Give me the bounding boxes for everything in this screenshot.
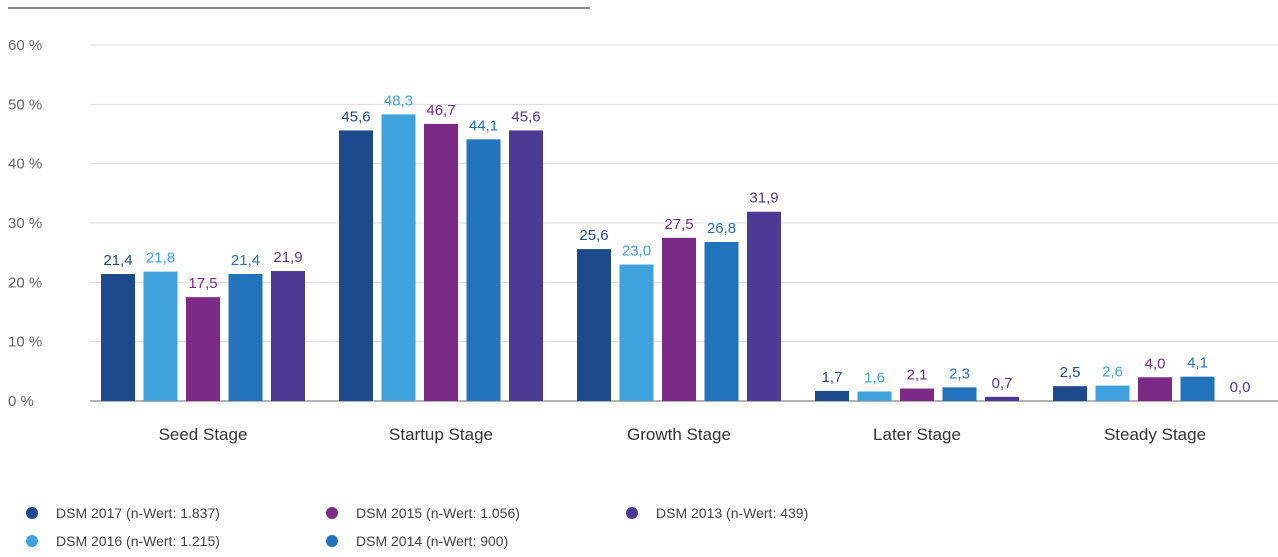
bar xyxy=(747,211,781,401)
bar xyxy=(228,274,263,401)
data-label: 1,6 xyxy=(864,370,885,387)
data-label: 45,6 xyxy=(341,108,370,125)
bar xyxy=(424,123,458,401)
y-tick-label: 50 % xyxy=(8,96,42,113)
data-label: 4,0 xyxy=(1145,355,1166,372)
legend-item-dsm-2014: DSM 2014 (n-Wert: 900) xyxy=(326,533,508,549)
x-tick-label: Startup Stage xyxy=(389,425,493,444)
y-tick-label: 60 % xyxy=(8,37,42,54)
value-labels: 21,4 21,8 17,5 21,4 21,9 45,6 48,3 46,7 44,1 45,6… xyxy=(103,92,1250,396)
bar xyxy=(985,396,1019,401)
data-label: 17,5 xyxy=(188,275,217,292)
data-label: 2,6 xyxy=(1102,364,1123,381)
bars xyxy=(101,114,1215,402)
y-tick-label: 30 % xyxy=(8,215,42,232)
data-label: 2,1 xyxy=(907,367,928,384)
data-label: 26,8 xyxy=(707,220,736,237)
data-label: 0,0 xyxy=(1230,379,1251,396)
x-axis-ticks: Seed Stage Startup Stage Growth Stage Later… xyxy=(159,425,1206,444)
data-label: 21,8 xyxy=(146,250,175,267)
bar xyxy=(942,387,977,401)
data-label: 48,3 xyxy=(384,92,413,109)
bar xyxy=(381,114,416,402)
bar xyxy=(704,241,739,401)
bar xyxy=(1053,386,1087,401)
bar xyxy=(900,388,934,401)
bar xyxy=(339,130,373,401)
bar xyxy=(577,249,611,401)
y-tick-label: 0 % xyxy=(8,393,34,410)
legend-item-dsm-2013: DSM 2013 (n-Wert: 439) xyxy=(626,505,808,521)
legend-item-dsm-2016: DSM 2016 (n-Wert: 1.215) xyxy=(26,533,220,549)
legend-dot-icon xyxy=(626,507,638,519)
data-label: 0,7 xyxy=(992,375,1013,392)
x-tick-label: Growth Stage xyxy=(627,425,731,444)
bar-chart: 0 % 10 % 20 % 30 % 40 % 50 % 60 % 21,4 21,8 17,5… xyxy=(8,7,1278,444)
legend-dot-icon xyxy=(326,507,338,519)
bar xyxy=(815,390,849,401)
legend-label: DSM 2014 (n-Wert: 900) xyxy=(356,533,509,549)
x-tick-label: Seed Stage xyxy=(159,425,248,444)
x-tick-label: Later Stage xyxy=(873,425,961,444)
data-label: 21,4 xyxy=(231,252,260,269)
bar xyxy=(1138,377,1172,401)
data-label: 21,4 xyxy=(103,252,132,269)
y-tick-label: 20 % xyxy=(8,274,42,291)
legend-label: DSM 2015 (n-Wert: 1.056) xyxy=(356,505,520,521)
legend-item-dsm-2015: DSM 2015 (n-Wert: 1.056) xyxy=(326,505,520,521)
bar xyxy=(1180,376,1215,401)
data-label: 31,9 xyxy=(749,190,778,207)
bar xyxy=(619,264,654,401)
bar xyxy=(271,271,305,401)
bar xyxy=(466,139,501,401)
data-label: 2,5 xyxy=(1060,364,1081,381)
y-tick-label: 10 % xyxy=(8,334,42,351)
legend-dot-icon xyxy=(26,507,38,519)
legend-label: DSM 2017 (n-Wert: 1.837) xyxy=(56,505,220,521)
data-label: 46,7 xyxy=(426,102,455,119)
bar xyxy=(1095,385,1130,401)
bar xyxy=(101,274,135,401)
bar xyxy=(509,130,543,401)
data-label: 27,5 xyxy=(664,216,693,233)
data-label: 23,0 xyxy=(622,243,651,260)
legend-item-dsm-2017: DSM 2017 (n-Wert: 1.837) xyxy=(26,505,220,521)
y-axis-ticks: 0 % 10 % 20 % 30 % 40 % 50 % 60 % xyxy=(8,37,42,410)
legend-dot-icon xyxy=(326,535,338,547)
data-label: 44,1 xyxy=(469,117,498,134)
data-label: 4,1 xyxy=(1187,355,1208,372)
bar xyxy=(143,271,178,401)
legend-dot-icon xyxy=(26,535,38,547)
bar xyxy=(662,237,696,401)
legend: DSM 2017 (n-Wert: 1.837) DSM 2016 (n-Wer… xyxy=(26,505,1026,555)
bar xyxy=(186,297,220,401)
bar xyxy=(857,391,892,401)
data-label: 25,6 xyxy=(579,227,608,244)
data-label: 21,9 xyxy=(273,249,302,266)
legend-label: DSM 2016 (n-Wert: 1.215) xyxy=(56,533,220,549)
data-label: 1,7 xyxy=(822,369,843,386)
y-tick-label: 40 % xyxy=(8,156,42,173)
data-label: 2,3 xyxy=(949,365,970,382)
data-label: 45,6 xyxy=(511,108,540,125)
x-tick-label: Steady Stage xyxy=(1104,425,1206,444)
legend-label: DSM 2013 (n-Wert: 439) xyxy=(656,505,809,521)
